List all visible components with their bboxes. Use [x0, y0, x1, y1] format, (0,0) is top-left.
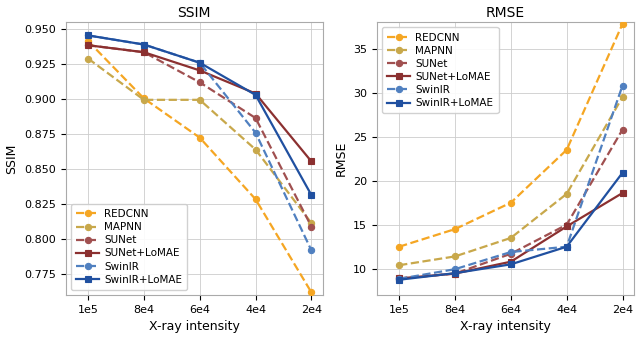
REDCNN [451, 227, 459, 231]
Line: MAPNN: MAPNN [85, 55, 314, 226]
SwinIR [308, 248, 316, 253]
MAPNN [252, 147, 259, 152]
Legend: REDCNN, MAPNN, SUNet, SUNet+LoMAE, SwinIR, SwinIR+LoMAE: REDCNN, MAPNN, SUNet, SUNet+LoMAE, SwinI… [71, 204, 188, 290]
SUNet [507, 252, 515, 256]
Title: SSIM: SSIM [177, 5, 211, 20]
REDCNN [252, 197, 259, 201]
REDCNN [140, 96, 148, 100]
SwinIR [140, 42, 148, 46]
SwinIR [563, 245, 570, 249]
SwinIR+LoMAE [84, 33, 92, 37]
SUNet [396, 276, 403, 280]
REDCNN [396, 245, 403, 249]
SUNet [451, 272, 459, 276]
MAPNN [196, 98, 204, 102]
SUNet [252, 116, 259, 120]
X-axis label: X-ray intensity: X-ray intensity [460, 320, 550, 334]
MAPNN [84, 57, 92, 61]
REDCNN [196, 136, 204, 140]
SwinIR+LoMAE [252, 93, 259, 97]
SUNet+LoMAE [252, 92, 259, 96]
SwinIR+LoMAE [507, 262, 515, 266]
REDCNN [308, 290, 316, 294]
Line: REDCNN: REDCNN [396, 21, 626, 250]
SUNet+LoMAE [507, 260, 515, 264]
SwinIR+LoMAE [619, 171, 627, 175]
SwinIR [196, 61, 204, 65]
MAPNN [451, 254, 459, 258]
Line: MAPNN: MAPNN [396, 94, 626, 268]
SUNet [563, 223, 570, 227]
SwinIR+LoMAE [563, 245, 570, 249]
Line: SUNet: SUNet [85, 42, 314, 230]
SwinIR+LoMAE [196, 61, 204, 65]
MAPNN [619, 95, 627, 99]
Line: SwinIR: SwinIR [396, 82, 626, 282]
SwinIR [619, 83, 627, 87]
SUNet+LoMAE [619, 191, 627, 195]
SUNet+LoMAE [563, 224, 570, 228]
REDCNN [84, 39, 92, 43]
SwinIR+LoMAE [140, 42, 148, 46]
SUNet [84, 43, 92, 47]
MAPNN [507, 236, 515, 240]
MAPNN [563, 192, 570, 196]
REDCNN [507, 201, 515, 205]
SwinIR [396, 277, 403, 281]
Line: SwinIR: SwinIR [85, 32, 314, 254]
Title: RMSE: RMSE [486, 5, 525, 20]
X-axis label: X-ray intensity: X-ray intensity [148, 320, 239, 334]
Line: SUNet+LoMAE: SUNet+LoMAE [85, 42, 314, 164]
SwinIR+LoMAE [308, 193, 316, 197]
MAPNN [308, 221, 316, 225]
SwinIR [252, 131, 259, 135]
SUNet+LoMAE [308, 159, 316, 163]
SUNet [308, 224, 316, 228]
MAPNN [140, 98, 148, 102]
Line: REDCNN: REDCNN [85, 38, 314, 296]
Line: SwinIR+LoMAE: SwinIR+LoMAE [396, 170, 626, 283]
Y-axis label: SSIM: SSIM [6, 143, 19, 174]
MAPNN [396, 263, 403, 267]
Legend: REDCNN, MAPNN, SUNet, SUNet+LoMAE, SwinIR, SwinIR+LoMAE: REDCNN, MAPNN, SUNet, SUNet+LoMAE, SwinI… [382, 27, 499, 113]
SUNet+LoMAE [84, 43, 92, 47]
SUNet+LoMAE [451, 272, 459, 276]
SwinIR [507, 250, 515, 254]
SwinIR+LoMAE [451, 271, 459, 275]
SwinIR [451, 267, 459, 271]
SUNet+LoMAE [140, 50, 148, 54]
Line: SwinIR+LoMAE: SwinIR+LoMAE [85, 32, 314, 198]
SUNet [619, 127, 627, 132]
Line: SUNet+LoMAE: SUNet+LoMAE [396, 190, 626, 282]
SwinIR+LoMAE [396, 278, 403, 282]
REDCNN [619, 22, 627, 26]
Line: SUNet: SUNet [396, 126, 626, 282]
SUNet [140, 50, 148, 54]
REDCNN [563, 148, 570, 152]
SUNet [196, 80, 204, 84]
SUNet+LoMAE [396, 276, 403, 280]
SUNet+LoMAE [196, 68, 204, 73]
Y-axis label: RMSE: RMSE [335, 141, 348, 176]
SwinIR [84, 33, 92, 37]
